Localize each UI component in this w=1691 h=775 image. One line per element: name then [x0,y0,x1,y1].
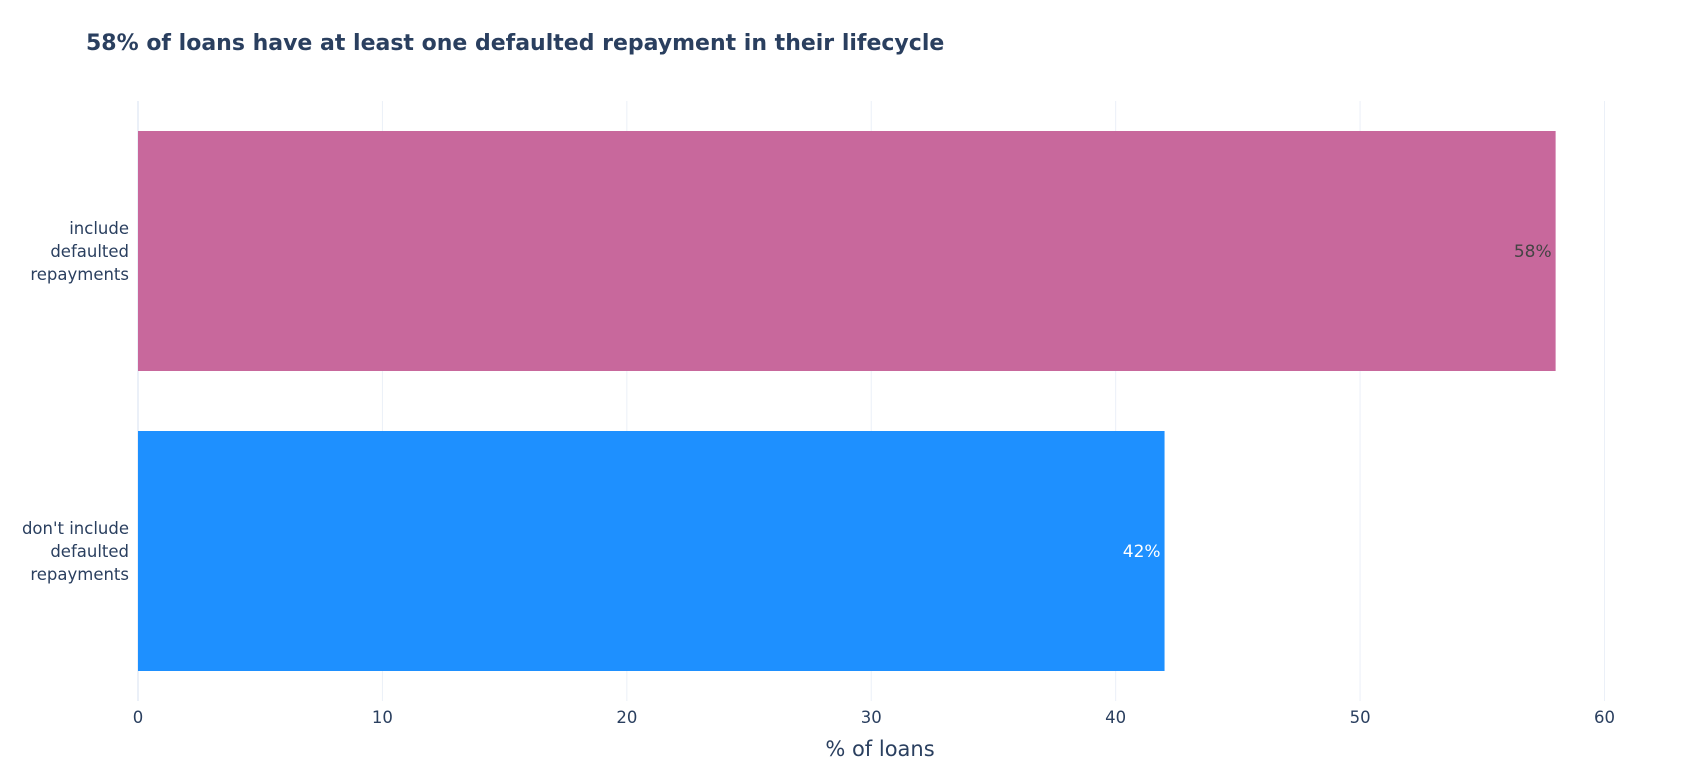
x-tick-label: 50 [1350,708,1371,727]
bar-data-labels: 58% 42% [1123,242,1552,562]
y-tick-label: don't include defaulted repayments [22,519,129,584]
bar [138,431,1165,671]
x-axis-title: % of loans [825,737,934,761]
y-tick-label: include defaulted repayments [30,219,129,284]
bars [138,131,1556,671]
y-axis-tick-labels: include defaulted repayments don't include d… [22,219,129,584]
x-tick-label: 10 [372,708,393,727]
x-tick-label: 20 [616,708,637,727]
x-tick-label: 30 [861,708,882,727]
x-tick-label: 40 [1105,708,1126,727]
bar-data-label: 42% [1123,542,1161,562]
x-tick-label: 60 [1594,708,1615,727]
x-axis-tick-labels: 0 10 20 30 40 50 60 [133,708,1615,727]
chart-title: 58% of loans have at least one defaulted… [86,31,944,56]
bar-data-label: 58% [1514,242,1552,262]
x-tick-label: 0 [133,708,144,727]
bar [138,131,1556,371]
